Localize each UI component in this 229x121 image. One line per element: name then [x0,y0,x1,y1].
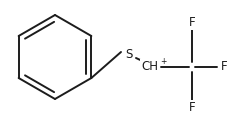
Text: F: F [188,15,194,29]
Text: F: F [188,102,194,114]
Text: CH: CH [140,60,157,73]
Text: +: + [159,57,166,67]
Text: S: S [125,48,132,60]
Text: F: F [220,60,226,73]
